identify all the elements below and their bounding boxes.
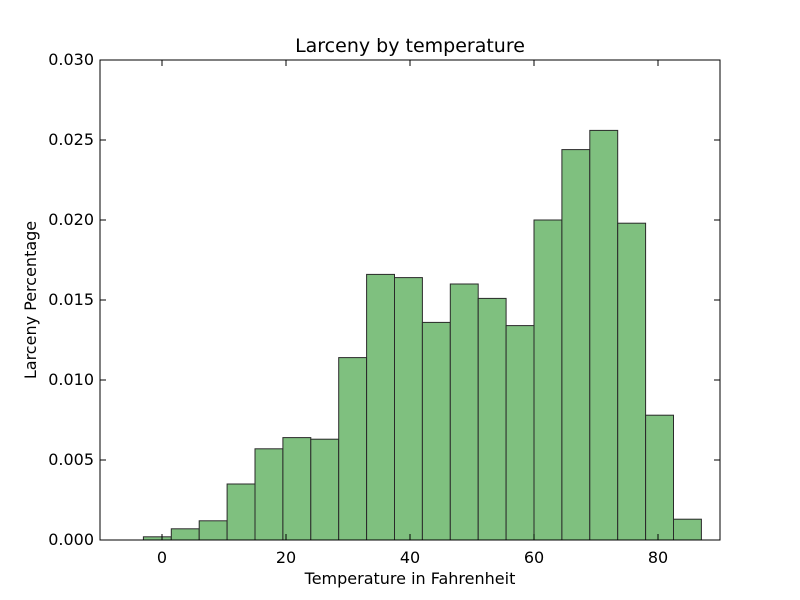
- y-tick-label-6: 0.030: [48, 50, 94, 69]
- y-tick-label-0: 0.000: [48, 530, 94, 549]
- x-tick-label-3: 60: [524, 548, 544, 567]
- histogram-bar-12: [477, 297, 507, 541]
- histogram-bar-14: [533, 219, 563, 541]
- histogram-bar-15: [561, 149, 591, 541]
- y-tick-label-1: 0.005: [48, 450, 94, 469]
- histogram-bar-10: [421, 321, 451, 541]
- y-tick-label-5: 0.025: [48, 130, 94, 149]
- plot-frame: [99, 59, 721, 541]
- x-tick-label-1: 20: [276, 548, 296, 567]
- histogram-bar-17: [617, 222, 647, 541]
- histogram-bar-18: [645, 414, 674, 541]
- histogram-bar-8: [366, 273, 396, 541]
- histogram-bar-5: [282, 437, 312, 541]
- histogram-bar-1: [170, 528, 200, 541]
- histogram-bar-6: [310, 438, 340, 541]
- x-tick-label-0: 0: [157, 548, 167, 567]
- x-axis-title: Temperature in Fahrenheit: [304, 569, 516, 588]
- chart-title: Larceny by temperature: [295, 35, 525, 57]
- histogram-bar-19: [673, 518, 702, 541]
- y-tick-label-3: 0.015: [48, 290, 94, 309]
- histogram-bar-3: [226, 483, 256, 541]
- y-tick-label-2: 0.010: [48, 370, 94, 389]
- ticks-layer: 0 20 40 60 80 0.000 0.005 0.010 0.015 0.020 0.025 0…: [48, 50, 720, 567]
- x-tick-label-4: 80: [648, 548, 668, 567]
- histogram-bar-16: [589, 129, 619, 541]
- histogram-bar-4: [254, 448, 284, 541]
- histogram-bar-7: [338, 357, 368, 541]
- histogram-bar-11: [449, 283, 479, 541]
- y-axis-title: Larceny Percentage: [21, 221, 40, 379]
- histogram-bar-9: [394, 277, 423, 541]
- x-tick-label-2: 40: [400, 548, 420, 567]
- bars-layer: [142, 129, 702, 541]
- histogram-bar-2: [198, 520, 228, 541]
- y-tick-label-4: 0.020: [48, 210, 94, 229]
- histogram-bar-13: [505, 325, 535, 541]
